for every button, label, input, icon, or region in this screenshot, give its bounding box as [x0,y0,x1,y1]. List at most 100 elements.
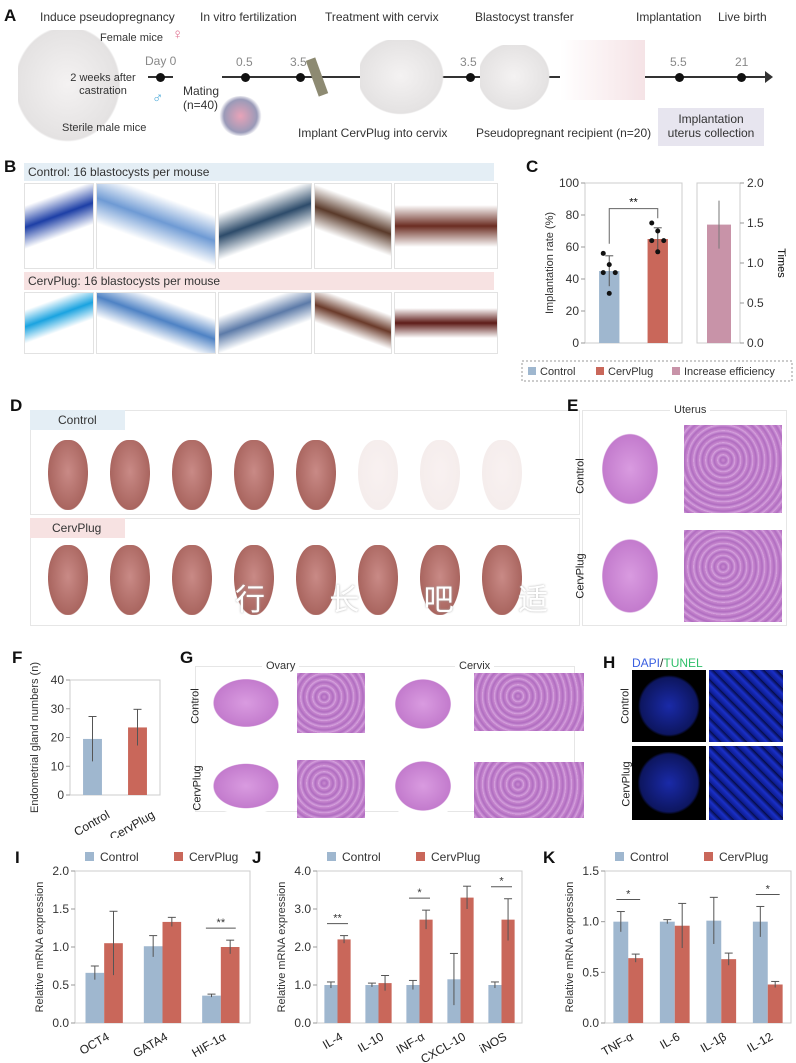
implant-cervplug-label: Implant CervPlug into cervix [298,126,448,140]
y-tick-label: 20 [566,304,580,318]
pup-image [420,545,460,615]
pup-image [234,440,274,510]
legend-label: CervPlug [608,366,653,378]
y2-tick-label: 0.5 [747,296,764,310]
y-tick-label: 3.0 [294,902,311,916]
panel-label-k: K [543,848,556,867]
cervplug-band [30,518,125,538]
ovary-title: Ovary [262,660,300,672]
row-label-cervplug: CervPlug [620,761,633,807]
y-tick-label: 80 [566,208,580,222]
x-tick-label: IL-1β [698,1029,729,1055]
y-tick-label: 40 [566,272,580,286]
watermark: 行 长 吧 适 喜 [235,584,671,617]
legend-label: CervPlug [431,850,480,864]
data-point [649,238,655,244]
bar [378,983,392,1023]
y-tick-label: 60 [566,240,580,254]
data-point [600,270,606,276]
control-uterus-1 [24,183,94,269]
cervplug-tunel-zoom [709,746,783,820]
pup-image [482,440,522,510]
cervplug-uterus-section [595,530,665,622]
y-tick-label: 30 [51,702,65,716]
y-tick-label: 20 [51,731,65,745]
timeline-arrow-icon [765,71,773,83]
row-label-control: Control [619,688,632,724]
bar [659,921,675,1023]
panel-label-c: C [526,157,539,176]
treated-mouse-illustration [360,40,450,120]
x-tick-label: GATA4 [130,1029,170,1060]
data-point [600,250,606,256]
control-cervix-zoom [474,673,584,731]
legend-swatch [672,367,680,375]
dapi-label: DAPI/TUNEL [632,656,703,670]
bar [337,939,351,1023]
x-tick-label: iNOS [477,1029,509,1055]
control-uterus-2 [96,183,216,269]
step-live-birth: Live birth [718,10,767,24]
day-label-21: 21 [735,55,749,69]
y-tick-label: 10 [51,759,65,773]
bar [628,958,644,1023]
slash: / [660,656,664,670]
pup-image [110,545,150,615]
timeline-dot-3.5 [296,73,305,82]
female-symbol-icon: ♀ [172,26,184,43]
male-symbol-icon: ♂ [152,90,164,107]
cervplug-uterus-1 [24,292,94,354]
cervplug-pups-label: CervPlug [52,521,102,535]
y-tick-label: 2.0 [294,940,311,954]
cervplug-tunel-image [632,746,706,820]
data-point [655,228,661,234]
bar [220,947,240,1023]
y2-tick-label: 1.0 [747,256,764,270]
bar [104,943,123,1023]
y2-tick-label: 2.0 [747,176,764,190]
pup-image [358,440,398,510]
timeline-dot-21 [737,73,746,82]
x-tick-label: TNF-α [599,1029,636,1058]
legend-label: Increase efficiency [684,366,775,378]
pup-image [48,440,88,510]
row-label-control: Control [574,458,587,494]
bar [365,985,379,1023]
x-tick-label: CXCL-10 [418,1029,468,1063]
significance-label: * [499,876,504,888]
legend-label: Control [630,850,669,864]
y-tick-label: 2.0 [52,864,69,878]
sterile-male-label: Sterile male mice [62,122,147,134]
pup-image [48,545,88,615]
y2-tick-label: 0.0 [747,336,764,350]
pup-image [172,440,212,510]
pup-image [110,440,150,510]
tunel-text: TUNEL [663,656,703,670]
bar [128,727,147,795]
bar [419,919,433,1023]
day-label-3.5: 3.5 [290,55,307,69]
panel-label-f: F [12,648,23,667]
timeline-dot-0.5 [241,73,250,82]
legend-label: Control [540,366,575,378]
y2-axis-label: Times [775,248,787,278]
control-tunel-zoom [709,670,783,742]
mating-label: Mating (n=40) [183,84,220,112]
y-tick-label: 0.0 [52,1016,69,1030]
cervplug-uterus-4 [314,292,392,354]
significance-label: * [766,883,771,895]
pseudopregnant-recipient-label: Pseudopregnant recipient (n=20) [476,126,652,140]
bar [488,985,502,1023]
bar [613,921,629,1023]
control-band [30,410,125,430]
legend-label: CervPlug [189,850,238,864]
significance-label: ** [217,917,226,929]
legend-swatch [596,367,604,375]
row-label-cervplug: CervPlug [191,765,204,811]
y-tick-label: 4.0 [294,864,311,878]
control-uterus-5 [394,183,498,269]
female-mouse-illustration [18,30,128,150]
panel-label-h: H [603,653,616,672]
legend-swatch [174,852,183,861]
y-axis-label: Endometrial gland numbers (n) [29,662,41,813]
